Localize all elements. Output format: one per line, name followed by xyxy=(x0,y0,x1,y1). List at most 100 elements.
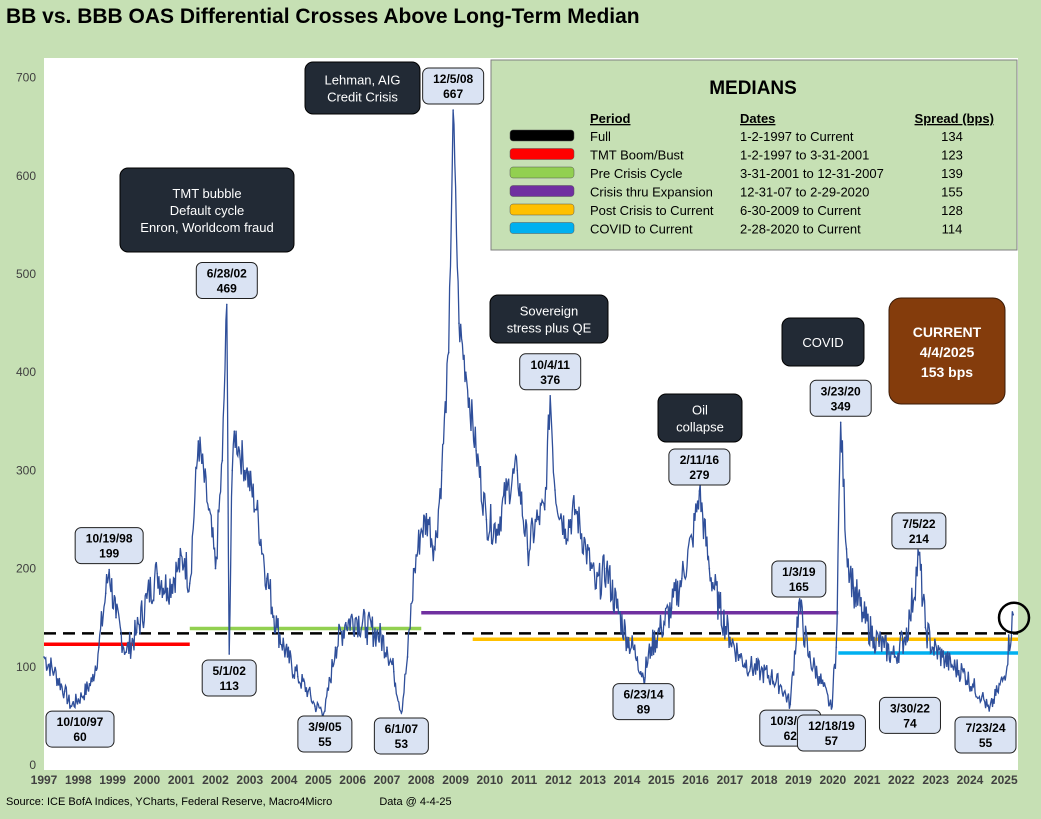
data-point xyxy=(166,587,169,590)
data-point xyxy=(543,508,546,511)
data-point xyxy=(642,676,645,679)
data-point xyxy=(441,469,443,472)
annotation-box xyxy=(422,67,485,105)
data-point xyxy=(807,656,810,658)
x-tick-label: 2014 xyxy=(614,773,641,787)
data-point xyxy=(615,607,618,609)
x-tick-label: 2008 xyxy=(408,773,435,787)
data-point xyxy=(988,710,990,712)
data-point xyxy=(818,675,820,678)
data-point xyxy=(873,636,875,639)
chart-title: BB vs. BBB OAS Differential Crosses Abov… xyxy=(6,5,640,28)
x-tick-label: 2009 xyxy=(442,773,469,787)
event-callout: Oil collapse xyxy=(657,393,743,443)
annotation-value: 667 xyxy=(443,87,463,101)
data-point xyxy=(345,621,347,624)
data-point xyxy=(516,469,519,472)
data-point xyxy=(452,109,454,111)
data-point xyxy=(698,490,701,492)
data-point xyxy=(386,646,388,648)
data-point xyxy=(549,394,552,397)
series-line xyxy=(43,109,1014,717)
annotation-date: 6/1/07 xyxy=(385,722,419,736)
data-point xyxy=(835,646,838,648)
x-tick-label: 2006 xyxy=(339,773,366,787)
data-point xyxy=(375,631,378,634)
data-point xyxy=(681,577,683,580)
annotation-value: 376 xyxy=(540,373,560,387)
data-point xyxy=(228,653,230,655)
data-point xyxy=(852,587,855,590)
callout-text: Enron, Worldcom fraud xyxy=(140,220,273,235)
data-point xyxy=(365,626,368,629)
x-tick-label: 2025 xyxy=(991,773,1018,787)
data-point xyxy=(830,708,833,710)
annotation-date: 6/28/02 xyxy=(207,266,247,280)
data-point xyxy=(739,656,742,658)
data-point xyxy=(43,656,45,658)
annotation-value: 469 xyxy=(217,281,237,295)
medians-row-period: Pre Crisis Cycle xyxy=(590,166,682,181)
data-point xyxy=(355,616,357,619)
data-point xyxy=(125,651,128,653)
medians-swatch xyxy=(509,166,575,179)
medians-row-spread: 114 xyxy=(942,222,963,237)
annotation-value: 55 xyxy=(979,736,993,750)
annotation-box xyxy=(612,683,675,721)
data-point xyxy=(798,602,800,604)
annotation-box xyxy=(519,353,582,391)
annotation-box xyxy=(954,716,1017,754)
data-point xyxy=(506,489,508,491)
annotation-value: 165 xyxy=(789,580,809,594)
medians-header-dates: Dates xyxy=(740,111,775,126)
x-tick-label: 2002 xyxy=(202,773,229,787)
annotation-box xyxy=(771,560,827,598)
annotation-date: 5/1/02 xyxy=(213,664,247,678)
annotation-date: 12/5/08 xyxy=(433,72,473,86)
data-point xyxy=(63,690,66,693)
medians-swatch xyxy=(509,185,575,197)
callout-text: collapse xyxy=(676,420,724,435)
x-tick-label: 2021 xyxy=(854,773,881,787)
annotation-value: 89 xyxy=(637,703,651,717)
event-callout: TMT bubble Default cycle Enron, Worldcom f… xyxy=(119,167,295,253)
annotation-value: 53 xyxy=(395,737,409,751)
data-point xyxy=(334,646,337,648)
data-point xyxy=(231,469,234,472)
data-point xyxy=(238,449,241,452)
data-point xyxy=(406,656,409,658)
data-point xyxy=(307,690,309,693)
data-point xyxy=(495,528,498,531)
data-point xyxy=(670,607,673,609)
current-value-circle xyxy=(997,601,1031,635)
x-tick-label: 2003 xyxy=(236,773,263,787)
y-tick-label: 0 xyxy=(29,758,36,772)
callout-box xyxy=(119,167,295,253)
data-point xyxy=(434,548,436,550)
medians-row-dates: 6-30-2009 to Current xyxy=(740,203,861,218)
data-point xyxy=(605,567,608,570)
medians-row-dates: 1-2-1997 to 3-31-2001 xyxy=(740,148,869,163)
data-point xyxy=(465,371,467,374)
annotation-value: 62 xyxy=(784,729,798,743)
annotation-date: 10/19/98 xyxy=(86,532,133,546)
y-tick-label: 700 xyxy=(16,71,36,85)
data-point xyxy=(324,710,326,712)
annotation-box xyxy=(201,659,257,697)
data-point xyxy=(413,567,416,570)
callout-text: Default cycle xyxy=(170,203,244,218)
annotation-date: 12/18/19 xyxy=(808,719,855,733)
callout-box xyxy=(657,393,743,443)
data-point xyxy=(1003,675,1006,678)
footer: Source: ICE BofA Indices, YCharts, Feder… xyxy=(6,796,496,808)
annotation-value: 57 xyxy=(825,734,839,748)
x-tick-label: 2017 xyxy=(717,773,744,787)
medians-row-dates: 2-28-2020 to Current xyxy=(740,222,861,237)
